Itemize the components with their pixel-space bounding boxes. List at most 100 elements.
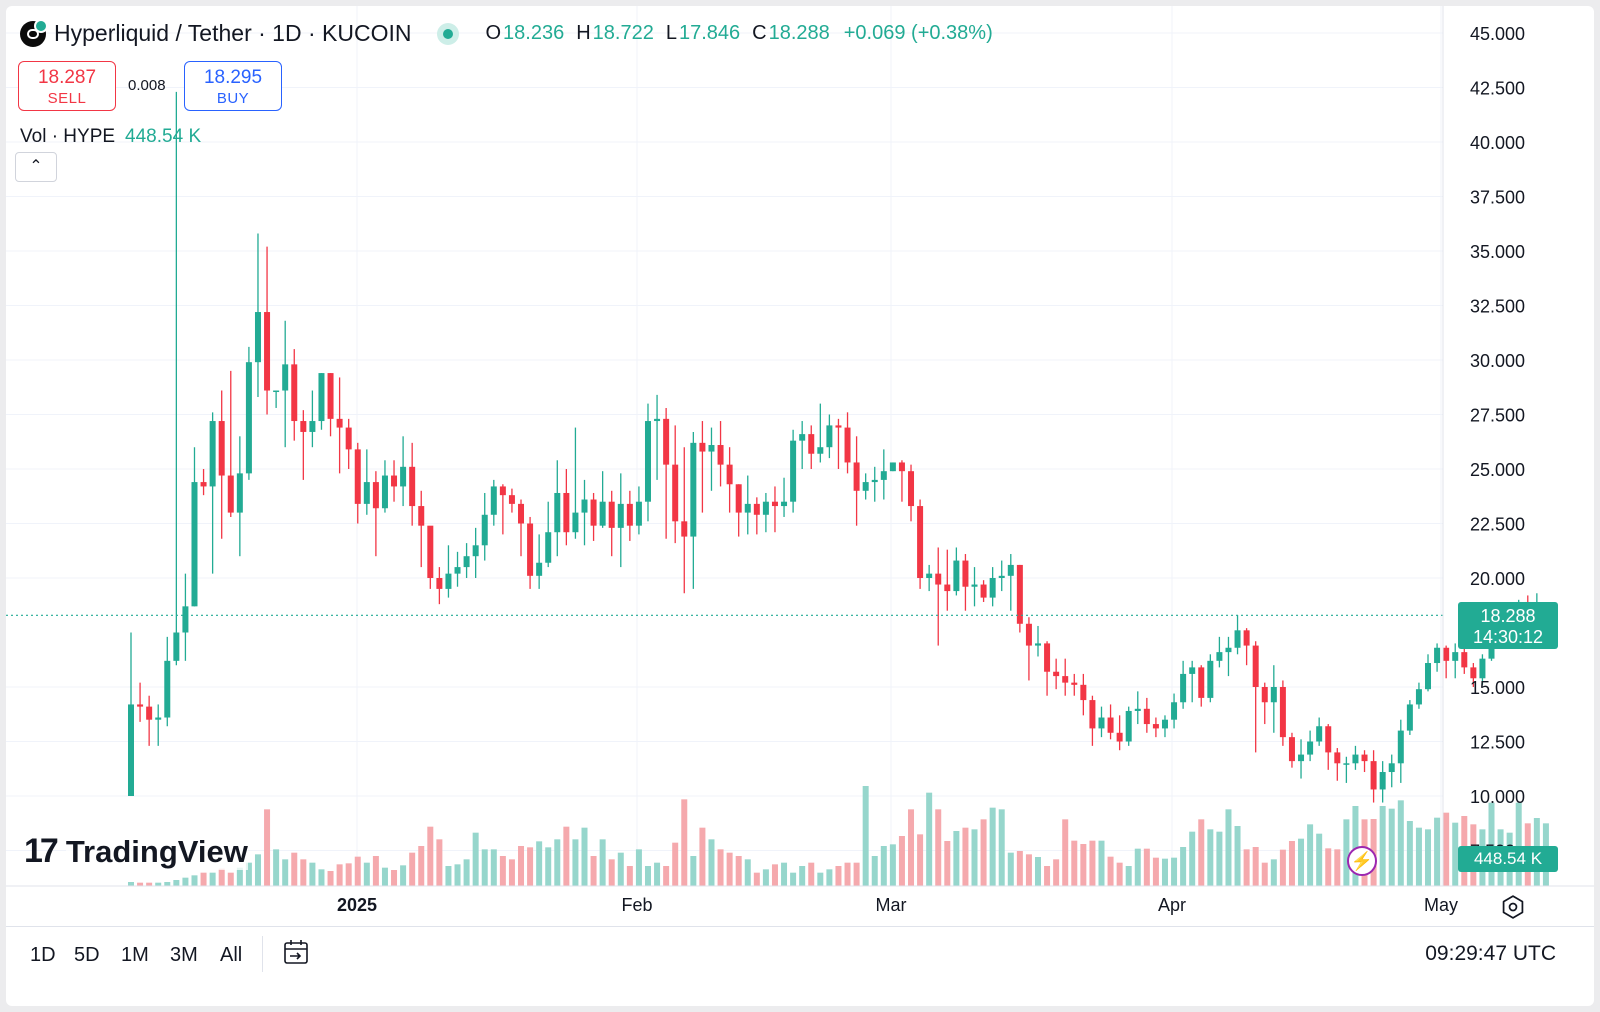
sell-button[interactable]: 18.287 SELL <box>18 61 116 111</box>
symbol-title[interactable]: Hyperliquid / Tether · 1D · KUCOIN <box>54 20 412 46</box>
candle-body <box>1134 708 1141 711</box>
candle-body <box>1415 689 1422 705</box>
candle-body <box>699 442 706 452</box>
volume-bar <box>1307 824 1314 886</box>
volume-bar <box>871 856 878 886</box>
candle-body <box>1443 647 1450 661</box>
candle-body <box>1035 643 1041 646</box>
volume-bar <box>1025 854 1032 886</box>
volume-bar <box>427 826 434 886</box>
candle-body <box>962 560 969 587</box>
volume-bar <box>182 877 189 886</box>
tradingview-logo[interactable]: 17 TradingView <box>24 832 248 871</box>
candle-body <box>799 434 806 441</box>
candle-body <box>681 521 688 537</box>
price-tick-label: 30.000 <box>1470 351 1525 371</box>
volume-legend[interactable]: Vol · HYPE 448.54 K <box>20 126 201 148</box>
volume-bar <box>971 829 978 886</box>
candle-body <box>363 482 370 504</box>
volume-bar <box>1234 826 1241 886</box>
volume-bar <box>717 849 724 886</box>
volume-bar <box>1152 857 1159 886</box>
volume-bar <box>409 852 416 886</box>
volume-bar <box>1134 848 1141 886</box>
candle-body <box>128 704 134 796</box>
candle-body <box>381 475 388 509</box>
candle-body <box>735 484 742 513</box>
open-value: 18.236 <box>503 22 565 44</box>
candle-body <box>1143 708 1150 725</box>
candle-body <box>527 523 534 576</box>
volume-bar <box>989 807 996 886</box>
volume-bar <box>672 842 679 886</box>
candle-body <box>572 512 579 533</box>
gear-icon[interactable] <box>1500 894 1526 920</box>
volume-bar <box>1288 841 1295 886</box>
volume-bar <box>1515 802 1522 886</box>
volume-bar <box>889 844 896 886</box>
candle-body <box>146 706 153 720</box>
candle-body <box>744 503 751 513</box>
market-status-icon[interactable] <box>437 22 460 45</box>
candle-body <box>436 578 443 589</box>
candle-body <box>835 425 842 428</box>
candle-body <box>400 466 407 487</box>
price-tick-label: 15.000 <box>1470 678 1525 698</box>
volume-bar <box>1252 847 1259 886</box>
bar-countdown: 14:30:12 <box>1472 627 1544 647</box>
volume-legend-value: 448.54 K <box>125 126 202 147</box>
volume-bar <box>1189 831 1196 886</box>
volume-bar <box>1388 808 1395 886</box>
volume-bar <box>264 809 271 886</box>
price-tick-label: 12.500 <box>1470 733 1525 753</box>
calendar-icon[interactable] <box>282 938 310 966</box>
lightning-icon[interactable]: ⚡ <box>1347 846 1377 876</box>
range-5d-button[interactable]: 5D <box>74 944 100 966</box>
candle-body <box>1071 682 1078 685</box>
candle-body <box>1488 641 1495 659</box>
volume-bar <box>1143 848 1150 886</box>
volume-bar <box>735 856 742 886</box>
time-axis[interactable]: 2025 Feb Mar Apr May <box>337 895 1458 915</box>
candle-body <box>300 421 307 432</box>
candle-body <box>291 364 298 422</box>
range-1d-button[interactable]: 1D <box>30 944 56 966</box>
candle-body <box>155 717 162 720</box>
candle-body <box>926 573 933 578</box>
candle-body <box>1370 761 1377 790</box>
candle-body <box>944 584 951 592</box>
candle-body <box>1379 772 1386 790</box>
candlestick-chart[interactable]: 45.000 42.500 40.000 37.500 35.000 32.500 30.0… <box>6 6 1594 926</box>
candle-body <box>490 486 497 515</box>
symbol-header: Hyperliquid / Tether · 1D · KUCOIN O 18.2… <box>20 18 993 47</box>
volume-bar <box>608 859 615 886</box>
volume-bar <box>1488 802 1495 886</box>
volume-bar <box>1352 806 1359 886</box>
candle-body <box>254 312 261 363</box>
volume-bar <box>1415 827 1422 886</box>
candle-body <box>853 462 860 491</box>
volume-bar <box>844 862 851 886</box>
candle-body <box>1425 663 1432 690</box>
volume-bar <box>200 872 207 886</box>
collapse-legend-button[interactable]: ⌃ <box>15 152 57 182</box>
candle-body <box>1288 737 1295 762</box>
buy-button[interactable]: 18.295 BUY <box>184 61 282 111</box>
candle-body <box>1062 676 1069 683</box>
candle-body <box>826 425 833 448</box>
volume-bar <box>572 839 579 886</box>
volume-bar <box>481 849 488 886</box>
volume-bar <box>1125 866 1132 886</box>
price-tick-label: 27.500 <box>1470 406 1525 426</box>
volume-bar <box>518 846 525 886</box>
candle-body <box>717 445 724 465</box>
volume-bar <box>1316 833 1323 886</box>
range-3m-button[interactable]: 3M <box>170 944 198 966</box>
candle-body <box>581 499 588 513</box>
price-axis[interactable]: 45.000 42.500 40.000 37.500 35.000 32.500 30.0… <box>1470 24 1525 862</box>
range-1m-button[interactable]: 1M <box>121 944 149 966</box>
candle-body <box>1089 700 1096 729</box>
utc-clock[interactable]: 09:29:47 UTC <box>1425 942 1556 965</box>
candle-body <box>953 560 960 592</box>
range-all-button[interactable]: All <box>220 944 243 966</box>
